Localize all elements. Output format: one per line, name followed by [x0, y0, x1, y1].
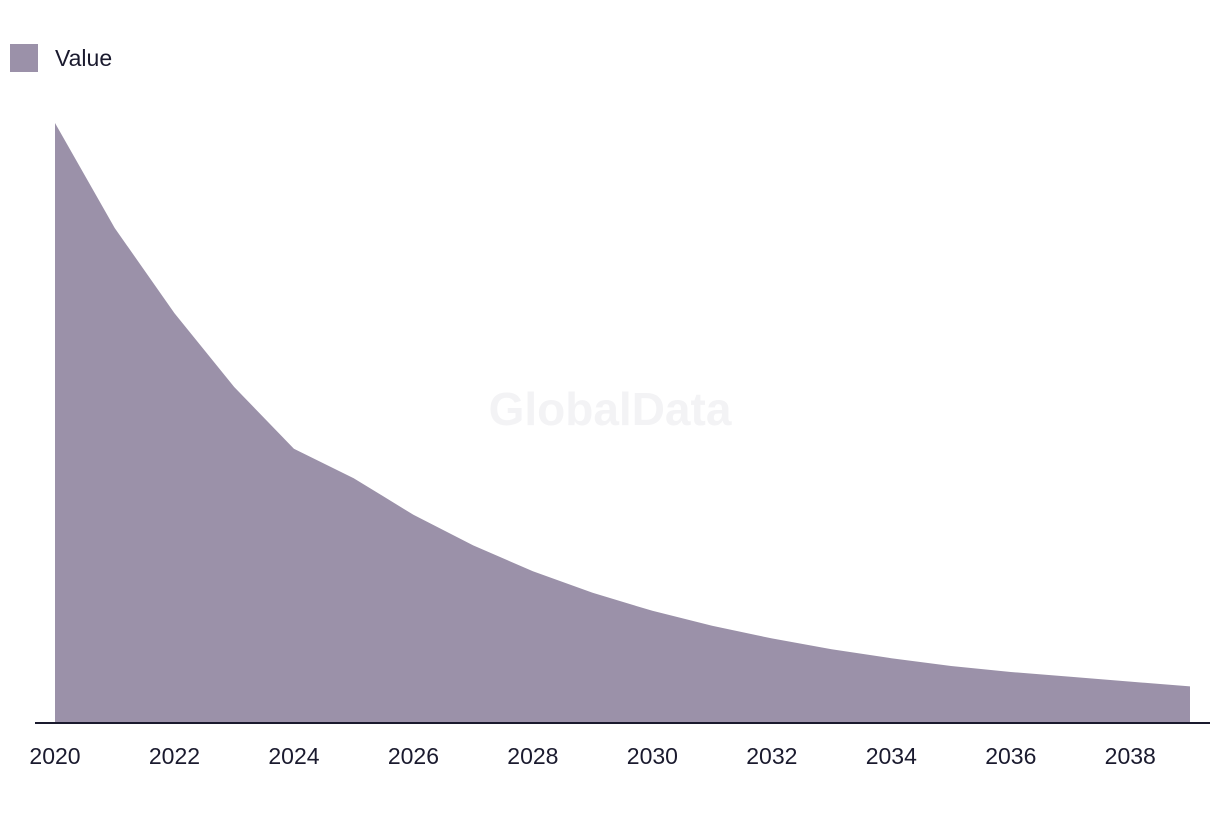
- x-tick-label: 2034: [866, 743, 917, 769]
- x-tick-label: 2020: [29, 743, 80, 769]
- series-area: [55, 123, 1190, 723]
- legend: Value: [10, 44, 112, 72]
- x-tick-label: 2036: [985, 743, 1036, 769]
- legend-swatch: [10, 44, 38, 72]
- x-tick-label: 2038: [1105, 743, 1156, 769]
- x-tick-label: 2026: [388, 743, 439, 769]
- x-tick-label: 2024: [268, 743, 319, 769]
- x-tick-label: 2028: [507, 743, 558, 769]
- legend-label: Value: [55, 44, 113, 71]
- x-tick-label: 2032: [746, 743, 797, 769]
- x-tick-label: 2030: [627, 743, 678, 769]
- x-tick-label: 2022: [149, 743, 200, 769]
- watermark: GlobalData: [489, 383, 732, 435]
